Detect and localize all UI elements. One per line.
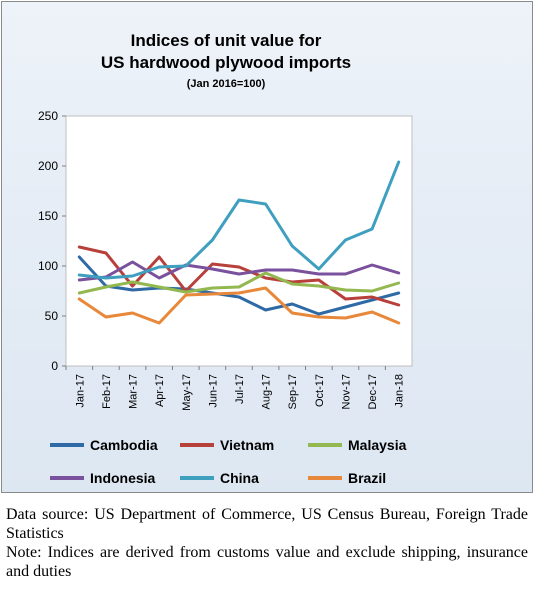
y-tick-label: 250 [38, 109, 58, 123]
legend-label-vietnam: Vietnam [220, 437, 274, 453]
x-tick-label: Oct-17 [314, 374, 326, 407]
x-tick-label: Jan-18 [394, 374, 406, 408]
chart-frame: Indices of unit value for US hardwood pl… [1, 1, 533, 493]
chart-subtitle: US hardwood plywood imports [101, 53, 351, 72]
indices-note: Note: Indices are derived from customs v… [6, 544, 528, 580]
legend-label-brazil: Brazil [348, 470, 386, 486]
line-chart: Indices of unit value for US hardwood pl… [38, 31, 413, 486]
source-note: Data source: US Department of Commerce, … [6, 506, 528, 542]
x-tick-label: Mar-17 [128, 374, 140, 409]
chart-base-note: (Jan 2016=100) [187, 78, 266, 90]
y-tick-label: 100 [38, 259, 58, 273]
y-tick-label: 200 [38, 159, 58, 173]
plot-area [65, 115, 413, 367]
chart-title: Indices of unit value for [131, 31, 322, 50]
y-axis: 0 50 100 150 200 250 [38, 109, 66, 373]
x-tick-label: Nov-17 [340, 374, 352, 409]
legend: Cambodia Vietnam Malaysia Indonesia China Bra… [50, 437, 407, 486]
x-tick-label: Apr-17 [154, 374, 166, 407]
series-lines [77, 160, 401, 325]
series-line-vietnam [77, 245, 401, 307]
x-tick-label: Feb-17 [101, 374, 113, 409]
x-tick-label: Jan-17 [74, 374, 86, 408]
series-line-cambodia [77, 255, 401, 316]
series-line-indonesia [77, 260, 401, 282]
legend-label-cambodia: Cambodia [90, 437, 158, 453]
y-tick-label: 50 [45, 309, 59, 323]
x-tick-label: Aug-17 [261, 374, 273, 409]
y-tick-label: 150 [38, 209, 58, 223]
x-tick-label: Jul-17 [234, 374, 246, 404]
x-tick-label: May-17 [181, 374, 193, 411]
series-line-brazil [77, 286, 401, 325]
legend-label-malaysia: Malaysia [348, 437, 407, 453]
series-line-malaysia [77, 271, 401, 295]
legend-label-china: China [220, 470, 259, 486]
x-tick-label: Dec-17 [367, 374, 379, 409]
y-tick-label: 0 [51, 359, 58, 373]
x-axis: Jan-17 Feb-17 Mar-17 Apr-17 May-17 Jun-17 Jul-… [65, 366, 406, 411]
x-tick-label: Sep-17 [287, 374, 299, 409]
x-tick-label: Jun-17 [207, 374, 219, 408]
legend-label-indonesia: Indonesia [90, 470, 156, 486]
series-line-china [77, 160, 401, 280]
